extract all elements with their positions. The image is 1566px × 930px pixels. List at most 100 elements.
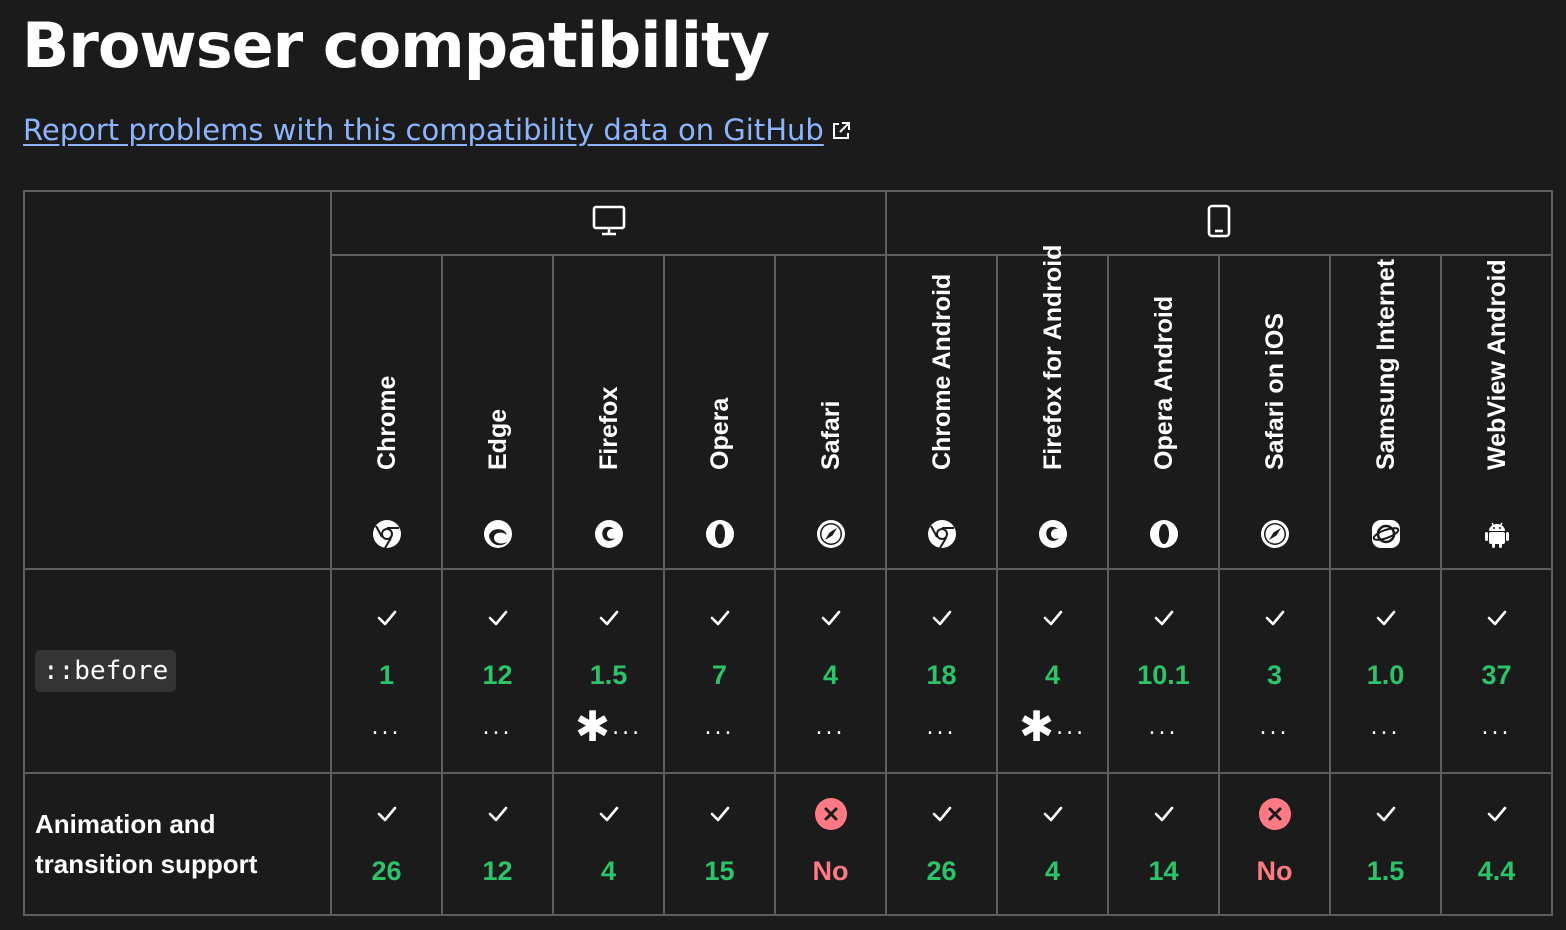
- version-label: 4.4: [1477, 856, 1516, 886]
- browser-name: Opera: [705, 397, 734, 470]
- browser-name: Samsung Internet: [1371, 258, 1400, 470]
- browser-name: Edge: [483, 408, 512, 470]
- version-label: 37: [1481, 660, 1512, 690]
- report-link-label: Report problems with this compatibility …: [23, 113, 824, 147]
- support-cell[interactable]: 26: [885, 772, 998, 916]
- version-label: 1: [378, 660, 395, 690]
- check-icon: [1041, 796, 1065, 832]
- check-icon: [1041, 600, 1065, 636]
- support-cell[interactable]: 7...: [663, 568, 776, 774]
- platform-desktop: [330, 190, 887, 256]
- notes-toggle[interactable]: ...: [1482, 712, 1512, 742]
- asterisk-icon: ✱: [1018, 702, 1055, 751]
- check-icon: [375, 796, 399, 832]
- feature-name-cell: ::before: [23, 568, 332, 774]
- more-dots: ...: [1148, 714, 1179, 740]
- feature-name-cell: Animation and transition support: [23, 772, 332, 916]
- chrome-icon: [926, 518, 958, 550]
- more-dots: ...: [704, 714, 735, 740]
- version-label: 3: [1266, 660, 1283, 690]
- support-cell[interactable]: 12...: [441, 568, 554, 774]
- support-cell[interactable]: 10.1...: [1107, 568, 1220, 774]
- report-problems-link[interactable]: Report problems with this compatibility …: [23, 112, 852, 150]
- support-cell[interactable]: 15: [663, 772, 776, 916]
- support-cell[interactable]: 37...: [1440, 568, 1553, 774]
- support-cell[interactable]: 4: [552, 772, 665, 916]
- notes-toggle[interactable]: ✱...: [574, 702, 642, 751]
- version-label: 4: [1044, 856, 1061, 886]
- support-cell[interactable]: 1.5: [1329, 772, 1442, 916]
- browser-header: Firefox for Android: [996, 245, 1109, 570]
- check-icon: [708, 796, 732, 832]
- support-cell[interactable]: 3...: [1218, 568, 1331, 774]
- browser-name: Chrome: [372, 375, 401, 470]
- support-cell[interactable]: 1.5 ✱...: [552, 568, 665, 774]
- browser-header: Safari: [774, 254, 887, 570]
- version-label: 15: [704, 856, 735, 886]
- version-label: 26: [371, 856, 402, 886]
- support-cell[interactable]: 4.4: [1440, 772, 1553, 916]
- version-label: 14: [1148, 856, 1179, 886]
- support-cell[interactable]: 26: [330, 772, 443, 916]
- more-dots: ...: [1370, 714, 1401, 740]
- support-cell[interactable]: 4: [996, 772, 1109, 916]
- check-icon: [1374, 796, 1398, 832]
- notes-toggle[interactable]: ...: [372, 712, 402, 742]
- more-dots: ...: [1259, 714, 1290, 740]
- check-icon: [708, 600, 732, 636]
- browser-header: Chrome: [330, 254, 443, 570]
- browser-header: Firefox: [552, 254, 665, 570]
- notes-toggle[interactable]: ...: [1149, 712, 1179, 742]
- check-icon: [1485, 796, 1509, 832]
- mobile-icon: [1207, 204, 1231, 242]
- firefox-icon: [1037, 518, 1069, 550]
- support-cell[interactable]: 4 ✱...: [996, 568, 1109, 774]
- feature-label: Animation and transition support: [35, 809, 258, 879]
- table-corner: [23, 190, 332, 570]
- feature-code-label[interactable]: ::before: [35, 650, 177, 692]
- support-cell[interactable]: 4...: [774, 568, 887, 774]
- desktop-icon: [592, 205, 626, 241]
- version-label: 12: [482, 660, 513, 690]
- support-cell[interactable]: 1...: [330, 568, 443, 774]
- notes-toggle[interactable]: ...: [483, 712, 513, 742]
- support-cell[interactable]: 18...: [885, 568, 998, 774]
- notes-toggle[interactable]: ...: [1260, 712, 1290, 742]
- version-label: 1.5: [589, 660, 628, 690]
- notes-toggle[interactable]: ...: [816, 712, 846, 742]
- support-cell[interactable]: 14: [1107, 772, 1220, 916]
- opera-icon: [704, 518, 736, 550]
- browser-header: Chrome Android: [885, 254, 998, 570]
- version-label: 12: [482, 856, 513, 886]
- notes-toggle[interactable]: ...: [705, 712, 735, 742]
- more-dots: ...: [482, 714, 513, 740]
- more-dots: ...: [815, 714, 846, 740]
- version-label: 4: [822, 660, 839, 690]
- more-dots: ...: [926, 714, 957, 740]
- opera-icon: [1148, 518, 1180, 550]
- support-cell[interactable]: No: [774, 772, 887, 916]
- notes-toggle[interactable]: ✱...: [1018, 702, 1087, 751]
- version-label: No: [1256, 856, 1293, 886]
- browser-name: Safari on iOS: [1260, 313, 1289, 470]
- version-label: 4: [1044, 660, 1061, 690]
- notes-toggle[interactable]: ...: [927, 712, 957, 742]
- cross-icon: [814, 796, 848, 832]
- asterisk-icon: ✱: [574, 702, 611, 751]
- version-label: No: [812, 856, 849, 886]
- support-cell[interactable]: No: [1218, 772, 1331, 916]
- safari-icon: [815, 518, 847, 550]
- support-cell[interactable]: 12: [441, 772, 554, 916]
- browser-name: Safari: [816, 400, 845, 470]
- notes-toggle[interactable]: ...: [1371, 712, 1401, 742]
- external-link-icon: [830, 114, 852, 150]
- check-icon: [1485, 600, 1509, 636]
- check-icon: [597, 600, 621, 636]
- version-label: 4: [600, 856, 617, 886]
- browser-header: Edge: [441, 254, 554, 570]
- more-dots: ...: [1056, 714, 1087, 740]
- more-dots: ...: [1481, 714, 1512, 740]
- page-title: Browser compatibility: [22, 9, 770, 82]
- browser-name: Firefox for Android: [1038, 244, 1067, 470]
- support-cell[interactable]: 1.0...: [1329, 568, 1442, 774]
